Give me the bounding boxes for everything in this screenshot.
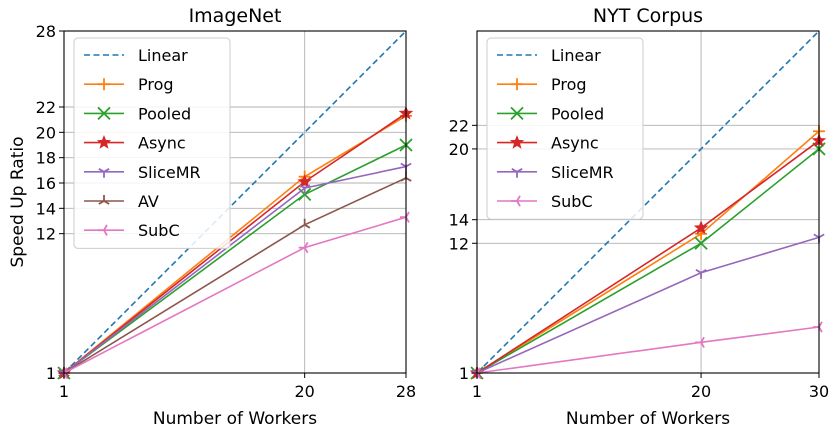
y-tick-label: 14 <box>449 211 469 230</box>
y-tick-label: 18 <box>36 149 56 168</box>
legend-marker <box>511 168 523 178</box>
legend-entry-linear: Linear <box>497 46 601 65</box>
data-point <box>695 268 707 279</box>
data-point <box>299 218 311 229</box>
legend-entry-slicemr: SliceMR <box>497 163 614 182</box>
legend-label: Pooled <box>138 104 191 123</box>
y-tick-label: 12 <box>449 234 469 253</box>
data-point <box>695 336 705 348</box>
plot-frame <box>63 30 407 374</box>
legend-label: SliceMR <box>138 163 201 182</box>
x-axis-label: Number of Workers <box>566 409 730 429</box>
legend-entry-async: Async <box>497 134 599 153</box>
legend-label: Prog <box>551 75 587 94</box>
y-tick-label: 1 <box>459 364 469 383</box>
legend-marker <box>96 134 112 149</box>
legend-label: Async <box>138 134 186 153</box>
data-point <box>299 184 311 195</box>
legend-entry-async: Async <box>84 134 186 153</box>
series-line <box>476 30 820 374</box>
legend-entry-av: AV <box>84 192 159 211</box>
legend-entry-linear: Linear <box>84 46 188 65</box>
series-subc <box>471 321 823 379</box>
legend-label: Pooled <box>551 104 604 123</box>
legend-label: Linear <box>138 46 188 65</box>
legend-entry-prog: Prog <box>497 75 587 94</box>
legend-marker <box>98 78 110 91</box>
y-tick-label: 22 <box>449 116 469 135</box>
legend-label: AV <box>138 192 159 211</box>
legend-entry-prog: Prog <box>84 75 174 94</box>
x-tick-label: 28 <box>396 382 416 401</box>
chart-title: NYT Corpus <box>593 5 703 27</box>
legend-marker <box>98 224 108 236</box>
legend-entry-subc: SubC <box>84 221 180 240</box>
chart-panel-2: 1 20 30 1 12 14 20 22 NYT Corpus Number of Worker… <box>449 5 830 429</box>
legend-entry-slicemr: SliceMR <box>84 163 201 182</box>
series-linear <box>476 30 820 374</box>
y-axis-label: Speed Up Ratio <box>8 137 28 268</box>
series-line <box>476 236 820 374</box>
legend-marker <box>511 195 521 207</box>
x-tick-label: 1 <box>472 382 482 401</box>
legend-label: Prog <box>138 75 174 94</box>
legend-entry-pooled: Pooled <box>497 104 604 123</box>
data-point <box>693 220 709 235</box>
x-tick-label: 20 <box>691 382 711 401</box>
legend-label: SubC <box>138 221 180 240</box>
legend-marker <box>511 78 523 91</box>
x-tick-label: 20 <box>294 382 314 401</box>
y-tick-label: 20 <box>36 123 56 142</box>
legend: Linear Prog Pooled Async SliceMR SubC <box>486 37 644 220</box>
legend-label: Linear <box>551 46 601 65</box>
x-tick-label: 30 <box>809 382 829 401</box>
x-axis-label: Number of Workers <box>153 409 317 429</box>
chart-title: ImageNet <box>189 5 282 27</box>
legend: Linear Prog Pooled Async SliceMR AV SubC <box>73 37 231 249</box>
legend-entry-subc: SubC <box>497 192 593 211</box>
legend-label: Async <box>551 134 599 153</box>
y-tick-label: 14 <box>36 199 56 218</box>
y-tick-label: 28 <box>36 22 56 41</box>
legend-label: SliceMR <box>551 163 614 182</box>
legend-marker <box>98 195 110 205</box>
legend-entry-pooled: Pooled <box>84 104 191 123</box>
legend-marker <box>510 106 524 121</box>
y-tick-label: 20 <box>449 140 469 159</box>
x-tick-label: 1 <box>59 382 69 401</box>
legend-marker <box>509 134 525 149</box>
legend-label: SubC <box>551 192 593 211</box>
data-point <box>297 174 312 188</box>
legend-marker <box>98 168 110 178</box>
y-tick-label: 22 <box>36 98 56 117</box>
data-point <box>400 211 410 223</box>
y-tick-label: 1 <box>46 364 56 383</box>
legend-marker <box>97 106 111 121</box>
y-tick-label: 16 <box>36 174 56 193</box>
series-slicemr <box>471 233 825 379</box>
y-tick-label: 12 <box>36 225 56 244</box>
data-point <box>812 321 823 333</box>
plot-frame <box>476 30 820 374</box>
data-point <box>298 241 309 254</box>
chart-panel-1: 1 20 28 1 12 14 16 18 20 22 28 ImageNet Number of Wo… <box>8 5 416 429</box>
data-point <box>694 236 708 250</box>
